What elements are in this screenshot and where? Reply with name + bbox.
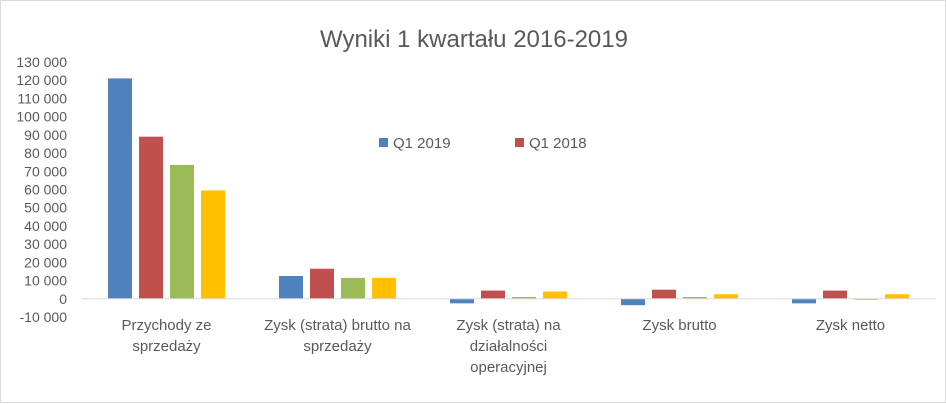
category-label: Zysk (strata) na — [456, 317, 561, 334]
y-tick-label: 40 000 — [24, 218, 67, 234]
bar — [885, 294, 909, 299]
y-tick-label: 120 000 — [16, 72, 67, 88]
category-label: sprzedaży — [303, 338, 372, 355]
bar — [170, 164, 194, 299]
legend-label: Q1 2019 — [393, 135, 451, 152]
y-tick-label: 110 000 — [17, 90, 67, 106]
legend: Q1 2019 Q1 2018 — [379, 135, 587, 152]
category-labels: Przychody ze sprzedaży Zysk (strata) brutt… — [121, 317, 885, 376]
category-label: operacyjnej — [470, 359, 547, 376]
y-tick-label: 130 000 — [16, 54, 67, 70]
y-tick-label: 70 000 — [24, 163, 67, 179]
bar — [481, 290, 505, 299]
category-label: Zysk (strata) brutto na — [264, 317, 411, 334]
y-tick-label: 20 000 — [24, 254, 67, 270]
bar — [683, 296, 707, 299]
y-tick-label: 90 000 — [24, 127, 67, 143]
y-tick-label: 80 000 — [24, 145, 67, 161]
bar — [792, 298, 816, 304]
y-axis: 130 000 120 000 110 000 100 000 90 000 80 000… — [16, 54, 67, 325]
bar — [108, 78, 132, 299]
y-tick-label: 0 — [59, 291, 67, 307]
y-tick-label: 50 000 — [24, 200, 67, 216]
bar — [714, 294, 738, 299]
chart-title: Wyniki 1 kwartału 2016-2019 — [320, 26, 628, 53]
y-tick-label: 30 000 — [24, 236, 67, 252]
bar — [621, 298, 645, 306]
legend-label: Q1 2018 — [529, 135, 587, 152]
bar — [450, 298, 474, 304]
category-label: Przychody ze — [121, 317, 211, 334]
category-label: sprzedaży — [132, 338, 201, 355]
bar — [279, 276, 303, 299]
bar — [543, 291, 567, 299]
y-tick-label: 100 000 — [16, 109, 67, 125]
bar — [139, 136, 163, 299]
bar — [823, 290, 847, 299]
bar — [341, 277, 365, 299]
category-label: działalności — [470, 338, 548, 355]
bar — [310, 268, 334, 299]
y-tick-label: -10 000 — [20, 309, 68, 325]
bars — [108, 78, 909, 306]
legend-swatch — [515, 138, 524, 147]
bar — [372, 277, 396, 299]
bar — [652, 289, 676, 299]
y-tick-label: 60 000 — [24, 182, 67, 198]
bar — [201, 190, 225, 299]
category-label: Zysk netto — [816, 317, 885, 334]
legend-swatch — [379, 138, 388, 147]
bar — [512, 296, 536, 299]
category-label: Zysk brutto — [642, 317, 716, 334]
y-tick-label: 10 000 — [24, 273, 67, 289]
